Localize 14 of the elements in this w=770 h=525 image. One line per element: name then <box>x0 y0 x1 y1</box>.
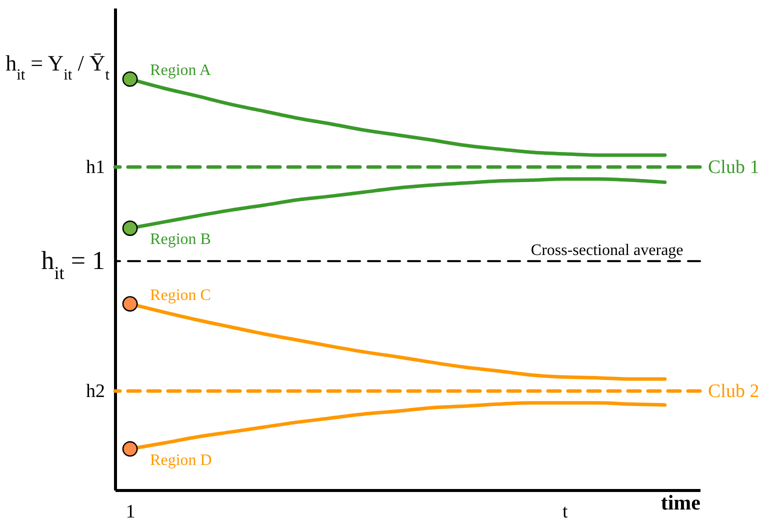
text: Club 1 <box>708 157 760 178</box>
x-tick-label: 1 <box>126 502 136 522</box>
series-label: Region A <box>150 62 212 80</box>
ref-line-label: h1 <box>86 157 105 178</box>
ref-line-label: h$_{it}$ = 1 <box>41 246 105 284</box>
series-label: Region C <box>150 286 211 304</box>
series-label: Region D <box>150 452 212 469</box>
ref-line-label: h2 <box>86 380 105 402</box>
y-axis-title: h$_{it}$ = Y$_{it}$ / Ȳ$_{t}$ <box>6 50 110 83</box>
annotation: Cross-sectional average <box>530 242 684 260</box>
x-axis-title: time <box>660 490 700 514</box>
series-label: Region B <box>150 231 211 248</box>
text: Club 2 <box>708 380 760 402</box>
x-tick-label: t <box>562 502 568 522</box>
